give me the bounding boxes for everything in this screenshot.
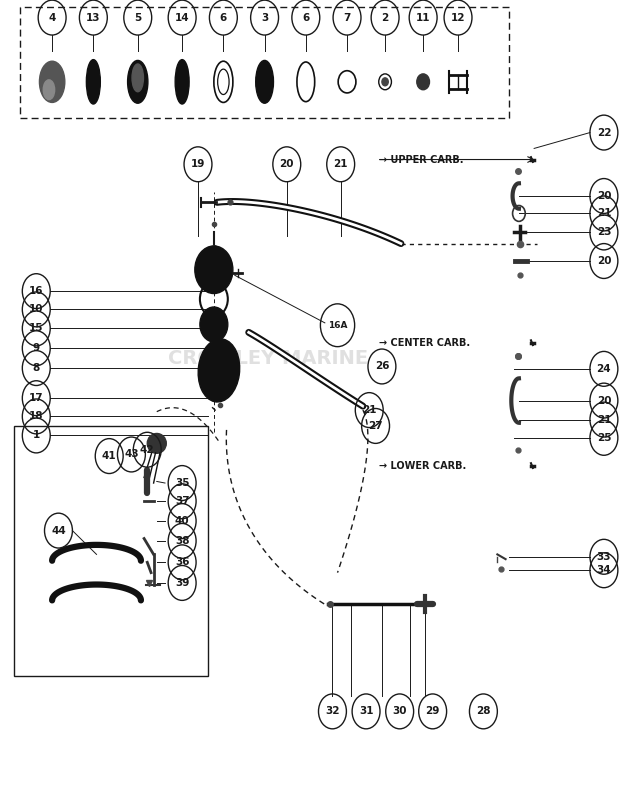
Text: 3: 3 xyxy=(261,13,268,22)
Text: 7: 7 xyxy=(343,13,351,22)
Text: 2: 2 xyxy=(382,13,389,22)
Text: 44: 44 xyxy=(51,526,66,536)
Circle shape xyxy=(382,78,389,86)
Circle shape xyxy=(200,307,228,342)
Text: CROWLEY MARINE: CROWLEY MARINE xyxy=(168,349,368,368)
Text: 37: 37 xyxy=(175,496,189,506)
Text: 11: 11 xyxy=(416,13,431,22)
Ellipse shape xyxy=(87,60,101,104)
Text: 32: 32 xyxy=(326,706,340,716)
Text: 29: 29 xyxy=(426,706,440,716)
Text: 15: 15 xyxy=(29,323,43,334)
Ellipse shape xyxy=(255,61,273,103)
Circle shape xyxy=(195,246,233,294)
Ellipse shape xyxy=(175,60,189,104)
Ellipse shape xyxy=(198,339,240,402)
Text: 5: 5 xyxy=(134,13,141,22)
Text: 16A: 16A xyxy=(328,321,347,330)
Text: → LOWER CARB.: → LOWER CARB. xyxy=(379,461,466,470)
Text: 42: 42 xyxy=(140,445,155,454)
Text: 38: 38 xyxy=(175,536,189,546)
Text: 6: 6 xyxy=(220,13,227,22)
Text: 21: 21 xyxy=(597,414,611,425)
Ellipse shape xyxy=(39,62,65,102)
Ellipse shape xyxy=(132,64,143,92)
Text: 28: 28 xyxy=(476,706,490,716)
Text: 18: 18 xyxy=(29,411,43,422)
Text: 21: 21 xyxy=(362,405,376,415)
Text: 4: 4 xyxy=(48,13,56,22)
Text: 39: 39 xyxy=(175,578,189,588)
Text: 43: 43 xyxy=(124,450,139,459)
Text: 36: 36 xyxy=(175,558,189,567)
Ellipse shape xyxy=(43,80,55,100)
Text: 17: 17 xyxy=(29,393,43,403)
Text: 8: 8 xyxy=(32,363,40,373)
Text: 19: 19 xyxy=(191,159,205,170)
Text: 20: 20 xyxy=(597,191,611,201)
Text: 41: 41 xyxy=(102,451,117,461)
Ellipse shape xyxy=(127,61,148,103)
Text: → UPPER CARB.: → UPPER CARB. xyxy=(379,154,463,165)
Text: 16: 16 xyxy=(29,286,43,296)
Text: 35: 35 xyxy=(175,478,189,488)
Text: 1: 1 xyxy=(32,430,40,441)
Text: 23: 23 xyxy=(597,227,611,238)
Text: 20: 20 xyxy=(597,256,611,266)
Text: 13: 13 xyxy=(86,13,101,22)
Text: 14: 14 xyxy=(175,13,189,22)
Text: 34: 34 xyxy=(597,566,612,575)
Text: 9: 9 xyxy=(32,343,40,354)
Text: 6: 6 xyxy=(302,13,310,22)
Text: 26: 26 xyxy=(375,362,389,371)
Text: 30: 30 xyxy=(392,706,407,716)
Text: 40: 40 xyxy=(175,516,189,526)
Text: 12: 12 xyxy=(451,13,465,22)
Text: 20: 20 xyxy=(597,395,611,406)
Text: → CENTER CARB.: → CENTER CARB. xyxy=(379,338,470,348)
Text: 31: 31 xyxy=(359,706,373,716)
Text: 33: 33 xyxy=(597,552,611,562)
Text: 10: 10 xyxy=(29,304,43,314)
Text: 27: 27 xyxy=(368,421,383,431)
Text: 22: 22 xyxy=(597,127,611,138)
Text: 21: 21 xyxy=(597,209,611,218)
Ellipse shape xyxy=(147,434,166,454)
Text: 24: 24 xyxy=(597,364,612,374)
Text: 21: 21 xyxy=(333,159,348,170)
Text: 20: 20 xyxy=(280,159,294,170)
Circle shape xyxy=(417,74,429,90)
Text: 25: 25 xyxy=(597,433,611,443)
